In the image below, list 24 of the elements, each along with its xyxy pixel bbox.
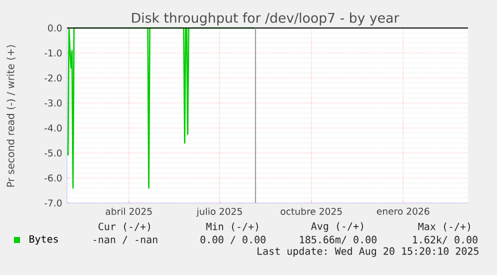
text: 0.00 / 0.00 <box>200 236 266 244</box>
y-tick-label: -1.0 <box>44 49 62 57</box>
text: -nan / -nan <box>94 236 158 244</box>
x-tick-label: enero 2026 <box>376 208 430 215</box>
legend-label: Bytes <box>30 235 58 245</box>
y-tick-label: -4.0 <box>44 124 62 132</box>
y-axis-title: Pr second read (-) / write (+) <box>6 45 16 187</box>
text: 1.62k/ 0.00 <box>413 236 478 244</box>
x-tick-label: abril 2025 <box>106 208 152 215</box>
text: Last update: Wed Aug 20 15:20:10 2025 <box>258 247 478 257</box>
x-tick-label: octubre 2025 <box>280 208 342 215</box>
y-tick-label: -6.0 <box>44 174 62 182</box>
text: 185.66m/ 0.00 <box>300 236 376 244</box>
text: Avg (-/+) <box>311 222 363 232</box>
chart-title: Disk throughput for /dev/loop7 - by year <box>132 12 400 26</box>
y-tick-label: 0.0 <box>48 24 62 32</box>
text: Min (-/+) <box>206 222 258 232</box>
y-tick-label: -7.0 <box>44 199 62 207</box>
x-tick-label: julio 2025 <box>196 208 242 217</box>
y-tick-label: -5.0 <box>44 149 62 157</box>
text: Cur (-/+) <box>98 222 150 232</box>
y-tick-label: -3.0 <box>44 99 62 107</box>
text: Max (-/+) <box>418 222 470 232</box>
y-tick-label: -2.0 <box>44 74 62 82</box>
